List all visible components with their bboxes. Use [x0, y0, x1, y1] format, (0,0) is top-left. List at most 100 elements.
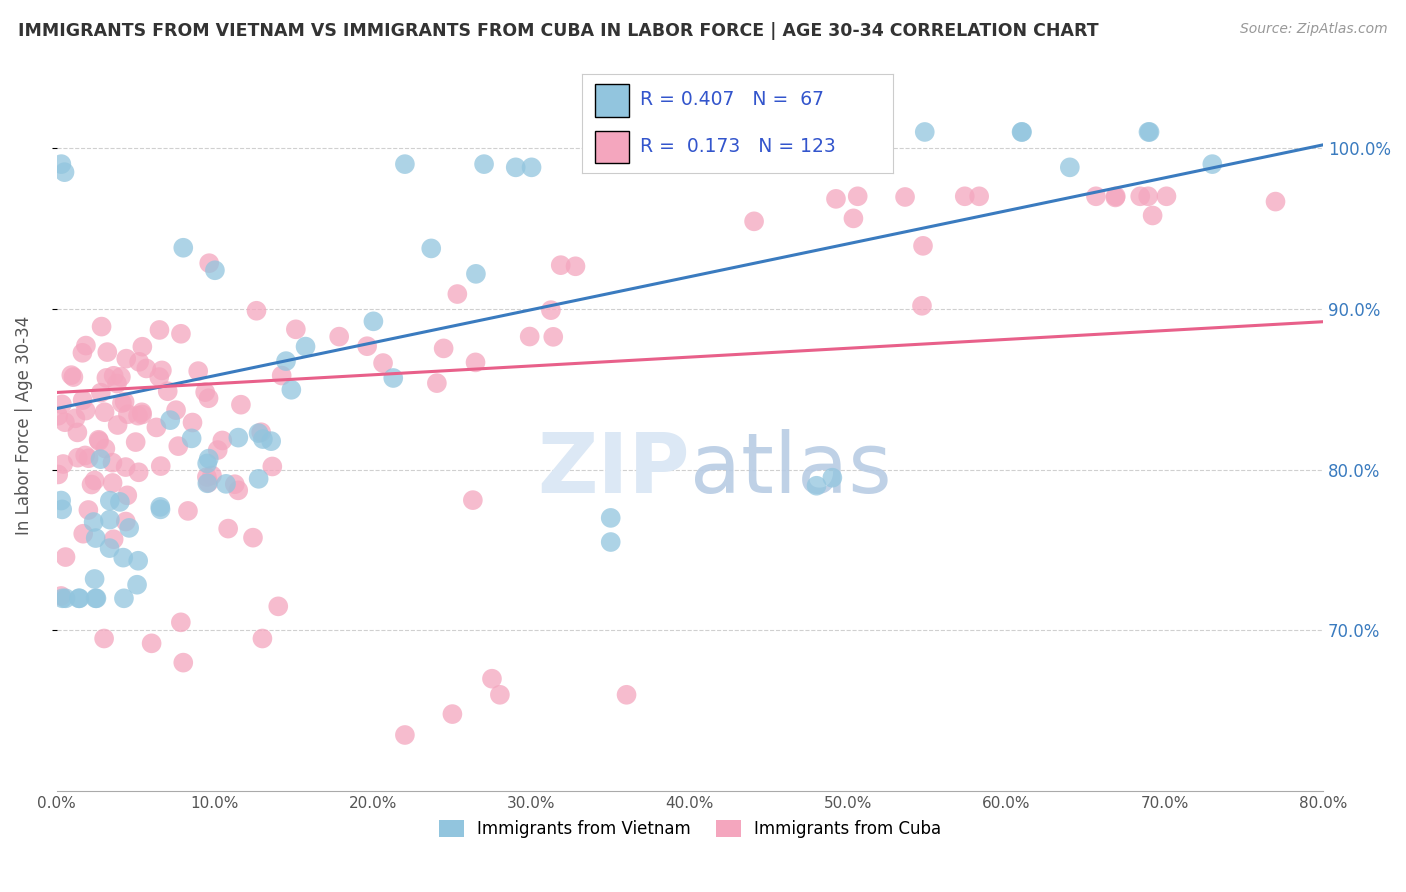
Point [114, 460, 136, 475]
Point [55, 591, 77, 606]
Point [135, 361, 157, 376]
Point [1084, 189, 1107, 203]
Point [72, 526, 94, 541]
Point [481, 672, 503, 686]
Point [87, 434, 110, 448]
Point [145, 420, 167, 434]
Point [540, 303, 562, 318]
Point [62, 370, 84, 384]
Point [172, 656, 194, 670]
Point [394, 728, 416, 742]
Point [141, 636, 163, 650]
Point [520, 161, 543, 175]
Point [201, 468, 224, 483]
Point [124, 435, 146, 450]
Point [195, 476, 218, 491]
Point [131, 408, 153, 422]
Point [89, 452, 111, 467]
Point [83, 515, 105, 529]
Point [194, 385, 217, 400]
Point [1139, 125, 1161, 139]
Point [46, 467, 69, 482]
Point [250, 425, 273, 440]
Point [472, 157, 495, 171]
Point [894, 190, 917, 204]
Point [170, 326, 193, 341]
Point [215, 476, 238, 491]
Point [77, 503, 100, 517]
Point [110, 370, 132, 384]
Point [125, 578, 148, 592]
Point [197, 475, 219, 490]
Point [177, 504, 200, 518]
Point [53, 165, 76, 179]
Point [159, 413, 181, 427]
Point [94, 442, 117, 456]
Point [80, 477, 103, 491]
Point [83, 474, 105, 488]
Point [1137, 125, 1160, 139]
Point [114, 515, 136, 529]
Point [96, 371, 118, 385]
Point [67, 591, 90, 606]
Point [267, 599, 290, 614]
Text: atlas: atlas [690, 429, 891, 510]
Point [111, 396, 134, 410]
Point [165, 403, 187, 417]
Point [90, 385, 112, 400]
Y-axis label: In Labor Force | Age 30-34: In Labor Force | Age 30-34 [15, 316, 32, 535]
Point [821, 471, 844, 485]
Point [69, 591, 91, 606]
Point [260, 434, 283, 449]
Point [270, 368, 292, 383]
Point [1201, 157, 1223, 171]
Point [461, 493, 484, 508]
Point [1142, 209, 1164, 223]
Point [242, 531, 264, 545]
Point [247, 472, 270, 486]
Point [825, 192, 848, 206]
Point [820, 125, 842, 139]
Point [371, 356, 394, 370]
Point [51, 591, 73, 606]
Point [112, 550, 135, 565]
Point [98, 541, 121, 555]
Point [1011, 125, 1033, 139]
Point [75, 338, 97, 352]
Point [599, 535, 621, 549]
Point [53, 415, 76, 429]
Point [148, 370, 170, 384]
Point [610, 125, 633, 139]
Point [72, 393, 94, 408]
Point [229, 398, 252, 412]
Point [83, 572, 105, 586]
Point [834, 125, 856, 139]
Point [93, 632, 115, 646]
Point [284, 322, 307, 336]
Text: ZIP: ZIP [537, 429, 690, 510]
Point [1137, 189, 1160, 203]
Point [128, 355, 150, 369]
Point [198, 256, 221, 270]
Point [46, 409, 69, 423]
Point [846, 189, 869, 203]
Point [181, 416, 204, 430]
Point [118, 521, 141, 535]
Point [217, 522, 239, 536]
Point [131, 405, 153, 419]
Point [252, 432, 274, 446]
Point [77, 451, 100, 466]
Point [207, 443, 229, 458]
Point [115, 351, 138, 366]
Point [87, 433, 110, 447]
Point [1129, 189, 1152, 203]
Point [1264, 194, 1286, 209]
Point [86, 591, 108, 606]
Point [156, 384, 179, 399]
Point [98, 513, 121, 527]
Point [52, 457, 75, 471]
Point [84, 591, 107, 606]
Point [170, 615, 193, 630]
Point [180, 431, 202, 445]
Point [195, 457, 218, 471]
